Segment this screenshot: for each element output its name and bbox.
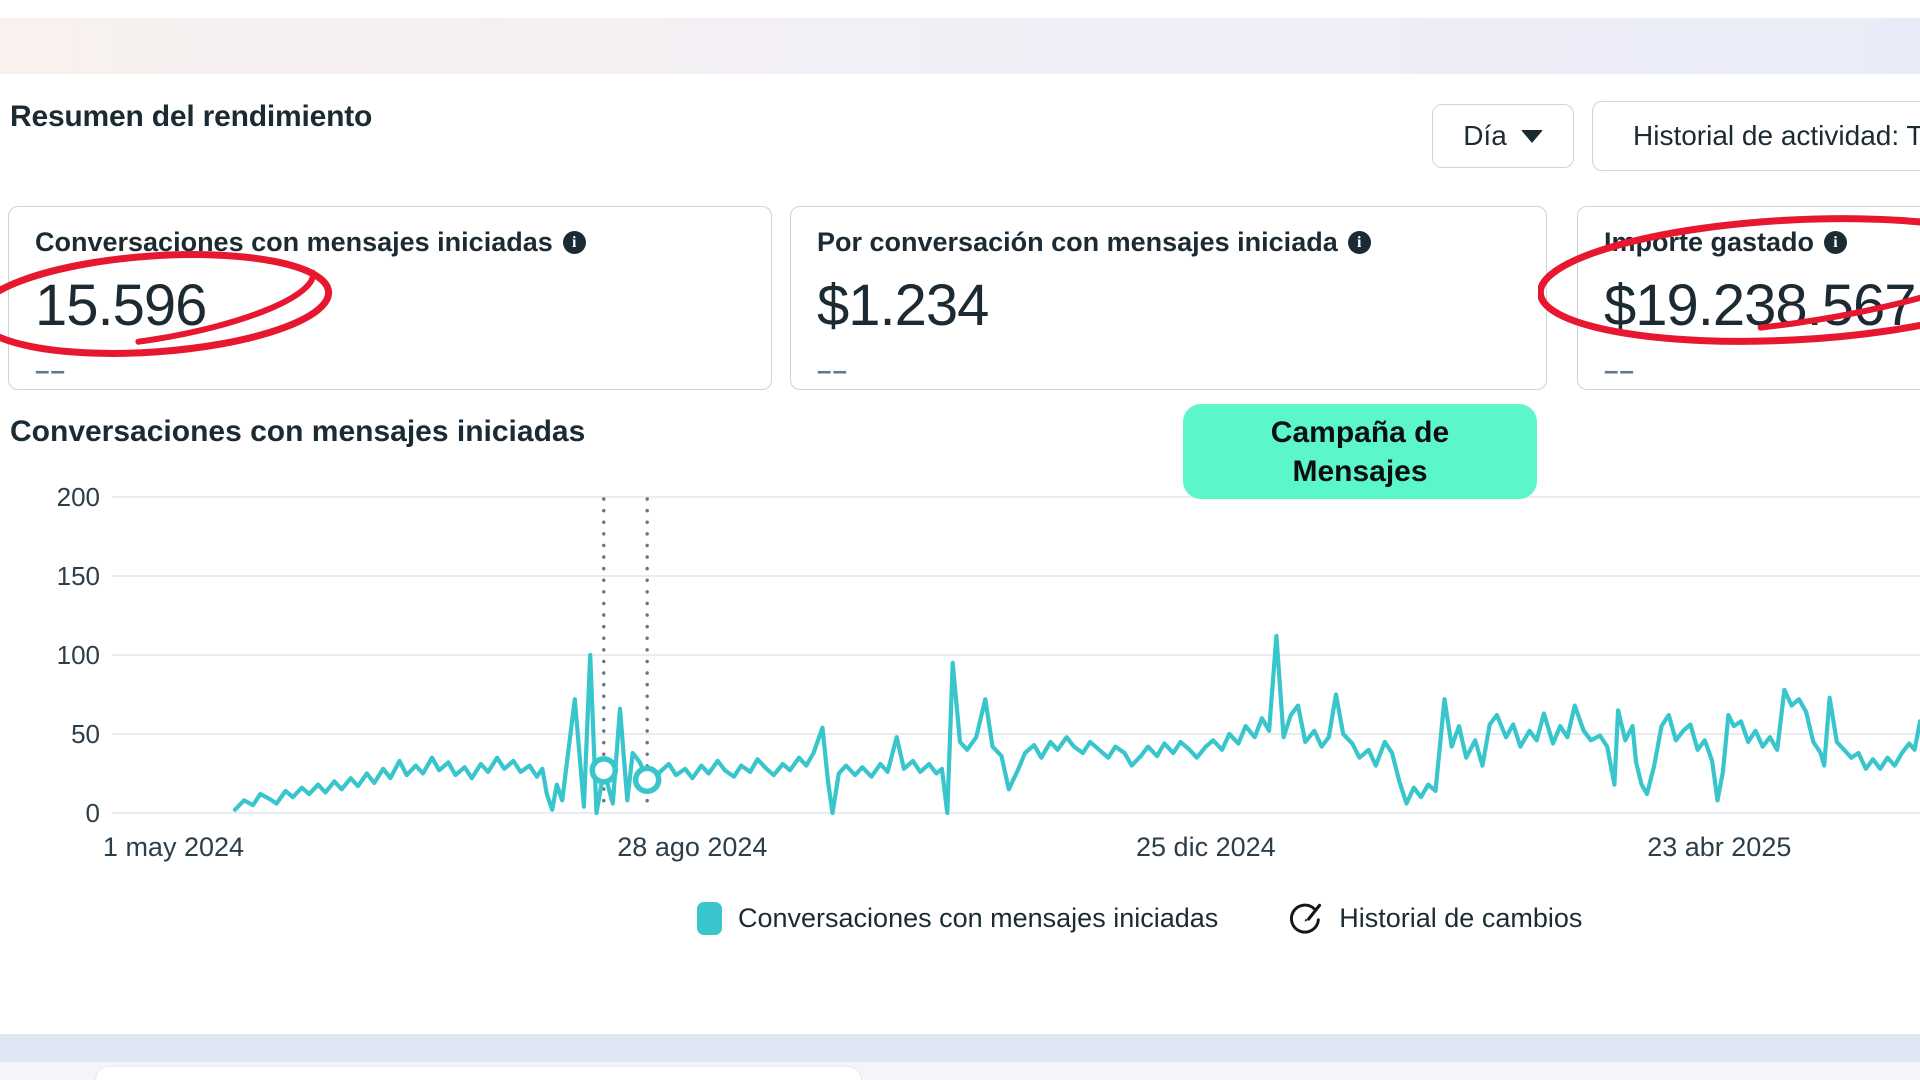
metric-card-title: Importe gastado i [1604, 227, 1920, 258]
change-marker-circle [632, 765, 662, 795]
metric-card-amount-spent: Importe gastado i $19.238.567 –– [1577, 206, 1920, 390]
metric-card-value: $19.238.567 [1604, 273, 1917, 338]
y-tick-label: 100 [56, 640, 100, 670]
legend-series-label: Conversaciones con mensajes iniciadas [738, 903, 1219, 933]
metric-card-delta: –– [817, 355, 848, 385]
chevron-down-icon [1520, 129, 1543, 143]
metric-card-value: 15.596 [35, 273, 207, 338]
change-marker-circle [589, 756, 619, 785]
change-history-icon [1290, 903, 1322, 934]
x-tick-label: 23 abr 2025 [1647, 832, 1792, 862]
line-chart[interactable] [112, 496, 1920, 816]
metric-card-title-text: Por conversación con mensajes iniciada [817, 227, 1338, 257]
metric-card-title-text: Conversaciones con mensajes iniciadas [35, 227, 553, 257]
page-title: Resumen del rendimiento [10, 100, 373, 133]
activity-history-label: Historial de actividad: T [1633, 120, 1920, 151]
x-tick-label: 1 may 2024 [102, 832, 245, 862]
series-swatch-icon [697, 902, 722, 935]
interval-dropdown-label: Día [1463, 120, 1507, 151]
metric-card-title-text: Importe gastado [1604, 227, 1815, 257]
metric-card-title: Por conversación con mensajes iniciada i [817, 227, 1520, 258]
y-tick-label: 0 [85, 798, 100, 828]
y-tick-label: 200 [56, 482, 100, 512]
metric-card-title: Conversaciones con mensajes iniciadas i [35, 227, 745, 258]
legend-change-history-label: Historial de cambios [1339, 903, 1583, 933]
info-icon[interactable]: i [1824, 231, 1848, 254]
metric-card-value: $1.234 [817, 273, 989, 338]
campaign-type-badge: Campaña de Mensajes [1183, 404, 1537, 499]
metric-card-per-conversation: Por conversación con mensajes iniciada i… [790, 206, 1547, 390]
info-icon[interactable]: i [562, 231, 586, 254]
interval-dropdown[interactable]: Día [1432, 104, 1574, 168]
x-tick-label: 25 dic 2024 [1136, 832, 1276, 862]
top-gradient-band [0, 18, 1920, 74]
chart-title: Conversaciones con mensajes iniciadas [10, 415, 586, 448]
metric-card-conversations: Conversaciones con mensajes iniciadas i … [8, 206, 772, 390]
metric-card-delta: –– [35, 355, 66, 385]
info-icon[interactable]: i [1347, 231, 1371, 254]
activity-history-button[interactable]: Historial de actividad: T [1592, 101, 1920, 171]
y-tick-label: 50 [71, 719, 100, 749]
series-line [232, 633, 1920, 816]
next-section-card-top [95, 1066, 862, 1080]
x-tick-label: 28 ago 2024 [617, 832, 768, 862]
chart-legend: Conversaciones con mensajes iniciadas Hi… [697, 900, 1582, 937]
bottom-blue-band [0, 1034, 1920, 1062]
y-tick-label: 150 [56, 561, 100, 591]
metric-card-delta: –– [1604, 355, 1635, 385]
